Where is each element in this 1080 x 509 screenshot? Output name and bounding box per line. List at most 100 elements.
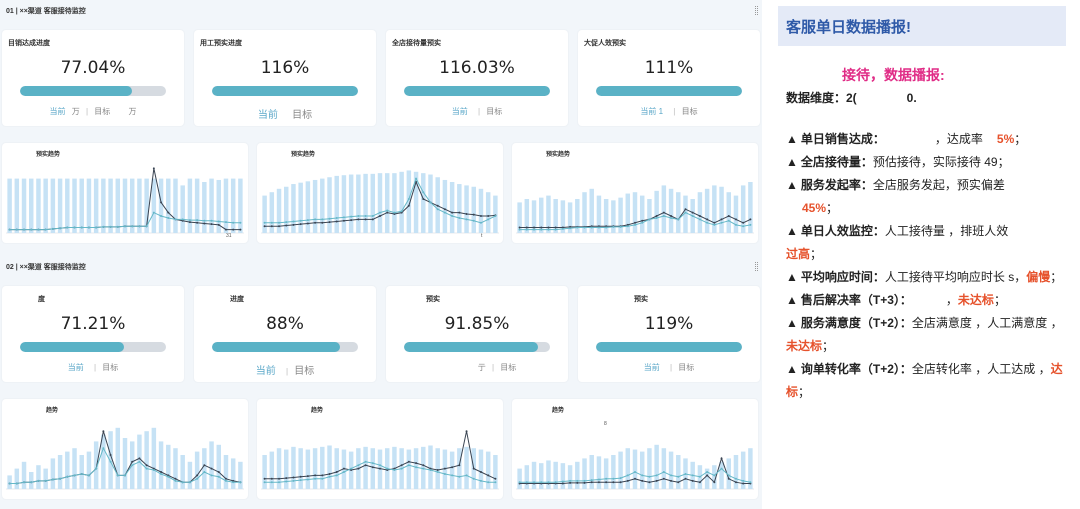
chart-point <box>561 227 564 230</box>
chart-point <box>422 198 425 200</box>
chart-point <box>494 215 497 217</box>
chart-point <box>634 223 636 226</box>
report-item-efficiency: ▲ 单日人效监控：人工接待量 ，排班人效 过高； <box>786 220 1064 266</box>
item-key: 服务满意度（T+2）： <box>800 316 912 330</box>
trend-chart-svg <box>6 167 244 234</box>
drag-handle-icon[interactable] <box>755 6 758 15</box>
chart-bar <box>151 178 157 233</box>
chart-point <box>518 226 521 229</box>
chart-point <box>684 208 687 211</box>
trend-title: 预实趋势 <box>36 152 61 158</box>
chart-bar <box>65 178 70 233</box>
kpi-card-staffing-progress[interactable]: 用工预实进度 116% 当前 目标 <box>194 30 376 126</box>
drag-handle-icon[interactable] <box>755 262 758 271</box>
kpi-value: 116.03% <box>439 58 515 78</box>
chart-point <box>727 474 730 477</box>
chart-bar <box>493 195 498 233</box>
chart-bar <box>406 170 412 233</box>
chart-point <box>371 218 374 221</box>
chart-bar <box>560 463 566 489</box>
kpi-separator: | <box>85 107 89 116</box>
chart-bar <box>611 200 616 233</box>
chart-point <box>662 211 665 214</box>
chart-point <box>641 474 644 477</box>
chart-point <box>429 468 432 471</box>
chart-point <box>160 215 163 217</box>
chart-bar <box>589 455 594 489</box>
report-item-response-time: ▲ 平均响应时间：人工接待平均响应时长 s，偏慢； <box>786 266 1064 289</box>
chart-point <box>335 220 338 223</box>
chart-point <box>160 471 163 473</box>
chart-point <box>554 226 557 229</box>
chart-bar <box>194 178 200 233</box>
chart-bar <box>108 178 113 233</box>
chart-point <box>379 215 381 217</box>
chart-bar <box>639 451 645 489</box>
item-tail: ，预实偏差 <box>944 178 1005 192</box>
chart-bar <box>43 178 48 233</box>
trend-chart-svg <box>516 182 754 234</box>
chart-point <box>407 464 410 467</box>
chart-bar <box>392 173 397 233</box>
item-tail: ，实际接待 49； <box>920 155 1010 169</box>
chart-bar <box>726 192 731 233</box>
chart-point <box>458 211 461 214</box>
chart-bar <box>457 184 462 233</box>
chart-bar <box>421 173 426 233</box>
chart-point <box>443 473 446 476</box>
chart-bar <box>654 190 659 233</box>
chart-point <box>691 479 694 482</box>
chart-point <box>292 479 295 482</box>
chart-bar <box>363 173 368 233</box>
kpi-card-promo-efficiency[interactable]: 大促人效预实 111% 当前 1 | 目标 <box>578 30 760 126</box>
chart-point <box>335 217 338 220</box>
kpi-card[interactable]: 预实 119% 当前 | 目标 <box>578 286 760 382</box>
kpi-current-tail: 亍 <box>477 363 486 372</box>
chart-point <box>321 477 324 480</box>
chart-point <box>415 462 418 465</box>
trend-chart-svg <box>261 170 499 234</box>
chart-point <box>684 473 687 476</box>
kpi-label: 预实 <box>426 296 440 303</box>
kpi-card[interactable]: 度 71.21% 当前 | 目标 <box>2 286 184 382</box>
chart-point <box>734 477 737 480</box>
chart-point <box>451 474 454 477</box>
chart-bar <box>93 441 99 489</box>
chart-bar <box>748 182 753 233</box>
item-text: 预估接待 <box>872 155 921 169</box>
chart-point <box>131 464 134 467</box>
chart-point <box>590 479 593 482</box>
chart-bar <box>748 448 753 489</box>
chart-bar <box>539 197 544 233</box>
kpi-target-label: 目标 <box>500 363 517 372</box>
chart-bar <box>428 174 433 233</box>
chart-bar <box>683 195 688 233</box>
kpi-label: 度 <box>38 296 45 303</box>
chart-point <box>655 217 658 220</box>
chart-point <box>597 226 600 229</box>
kpi-card-sales-progress[interactable]: 目销达成进度 77.04% 当前 万 | 目标 万 <box>2 30 184 126</box>
kpi-card-reception-volume[interactable]: 全店接待量预实 116.03% 当前 | 目标 <box>386 30 568 126</box>
trend-title: 趋势 <box>311 408 324 414</box>
kpi-progress-fill <box>596 86 742 96</box>
chart-bar <box>223 455 229 489</box>
chart-point <box>393 211 396 214</box>
kpi-card[interactable]: 进度 88% 当前 | 目标 <box>194 286 376 382</box>
chart-point <box>727 477 730 480</box>
kpi-card[interactable]: 预实 91.85% 亍 | 目标 <box>386 286 568 382</box>
chart-bar <box>36 465 41 489</box>
chart-bar <box>647 448 652 489</box>
chart-point <box>619 477 622 480</box>
chart-bar <box>639 195 645 233</box>
chart-point <box>224 221 227 224</box>
chart-point <box>30 228 33 231</box>
kpi-progress-bar <box>596 86 742 96</box>
chart-point <box>465 474 468 477</box>
kpi-progress-fill <box>404 342 539 352</box>
chart-bar <box>733 195 739 233</box>
chart-bar <box>180 185 185 233</box>
chart-point <box>379 467 381 470</box>
chart-point <box>720 218 723 221</box>
chart-point <box>458 475 461 478</box>
kpi-value: 116% <box>260 58 310 78</box>
